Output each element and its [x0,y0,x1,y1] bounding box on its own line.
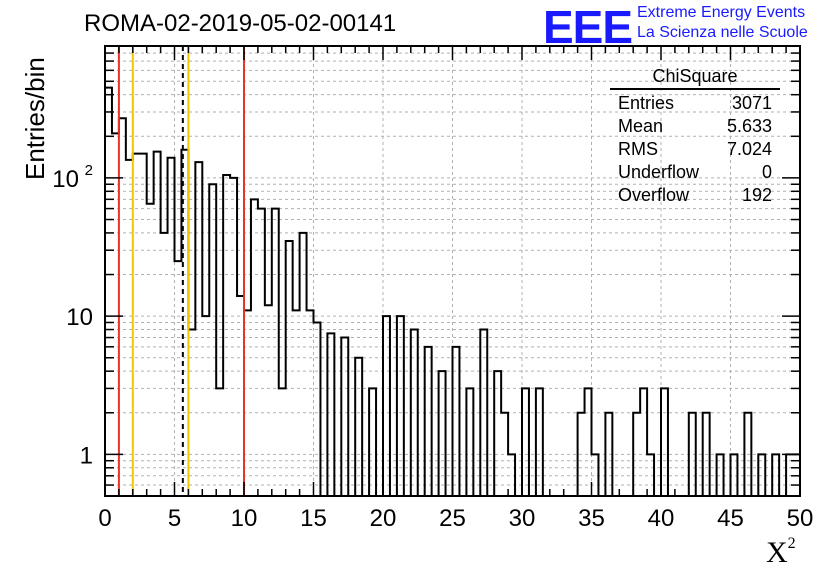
stats-value: 192 [741,185,772,205]
histogram-series [104,86,801,497]
stats-label: Entries [618,93,675,113]
stats-rows: Entries 3071 Mean 5.633 RMS 7.024 Underflow 0 Ov… [610,92,780,207]
stats-box: ChiSquare Entries 3071 Mean 5.633 RMS 7.024 Un… [610,66,780,207]
stats-row: Entries 3071 [610,92,780,115]
stats-label: Mean [618,116,664,136]
stats-label: Underflow [618,162,700,182]
stats-row: RMS 7.024 [610,138,780,161]
stats-value: 3071 [731,93,772,113]
x-tick-label: 35 [578,505,605,532]
x-tick-label: 30 [509,505,536,532]
chart-title: ROMA-02-2019-05-02-00141 [84,10,397,37]
x-axis-label-base: X [766,536,788,569]
y-tick-label: 10 [52,166,79,193]
y-tick-label: 10 [66,304,93,331]
x-tick-label: 50 [787,505,814,532]
stats-row: Overflow 192 [610,184,780,207]
stats-row: Mean 5.633 [610,115,780,138]
stats-value: 7.024 [726,139,772,159]
x-tick-label: 10 [231,505,258,532]
stats-value: 5.633 [726,116,772,136]
logo-line-2: La Scienza nelle Scuole [637,24,808,41]
stats-value: 0 [761,162,772,182]
x-tick-label: 20 [370,505,397,532]
stats-label: RMS [618,139,658,159]
y-tick-label-exponent: 2 [85,162,93,179]
y-tick-label: 1 [80,442,93,469]
x-tick-label: 5 [168,505,181,532]
x-tick-label: 45 [717,505,744,532]
eee-logo: EEE [543,1,633,53]
x-tick-label: 15 [300,505,327,532]
x-tick-label: 0 [98,505,111,532]
x-tick-label: 25 [439,505,466,532]
stats-row: Underflow 0 [610,161,780,184]
logo-line-1: Extreme Energy Events [637,4,806,21]
x-axis-label: X2 [766,535,796,570]
x-axis-label-superscript: 2 [787,535,796,552]
stats-label: Overflow [618,185,690,205]
x-tick-label: 40 [648,505,675,532]
stats-title: ChiSquare [610,66,780,90]
